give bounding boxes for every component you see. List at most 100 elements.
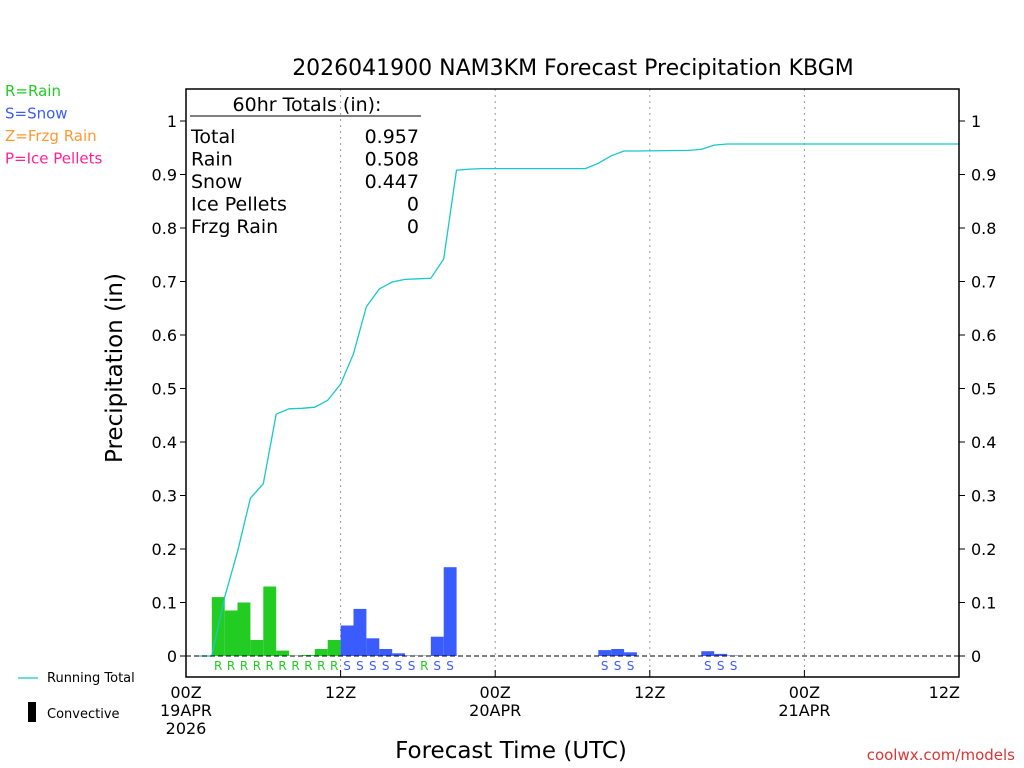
x-tick-label: 20APR xyxy=(469,701,521,720)
ptype-letter-hour-6: R xyxy=(253,659,261,673)
bar-hour-4 xyxy=(224,610,238,656)
ptype-letter-hour-13: S xyxy=(343,659,351,673)
y-axis-title: Precipitation (in) xyxy=(102,273,128,463)
ptype-letter-hour-35: S xyxy=(627,659,635,673)
ptype-letter-hour-7: R xyxy=(266,659,274,673)
running-total-legend-label: Running Total xyxy=(47,671,135,686)
y-tick-label-left: 0.7 xyxy=(152,273,177,292)
ptype-letter-hour-4: R xyxy=(227,659,235,673)
y-tick-label-left: 0.4 xyxy=(152,433,177,452)
legend-key-rain: R=Rain xyxy=(5,82,61,100)
ptype-letter-hour-14: S xyxy=(356,659,364,673)
bar-hour-9 xyxy=(289,655,302,656)
ptype-letter-hour-9: R xyxy=(291,659,299,673)
ptype-letter-hour-33: S xyxy=(601,659,609,673)
totals-value: 0 xyxy=(407,216,419,238)
totals-label: Total xyxy=(190,126,235,148)
bar-hour-12 xyxy=(327,640,341,657)
totals-heading: 60hr Totals (in): xyxy=(233,94,382,116)
bar-hour-21 xyxy=(443,567,457,656)
precipitation-bars xyxy=(211,567,740,657)
x-tick-label: 00Z xyxy=(480,683,511,702)
bar-hour-6 xyxy=(250,640,264,657)
ptype-letter-hour-41: S xyxy=(704,659,712,673)
y-axis-left: 0 0.1 0.2 0.3 0.4 0.5 0.6 0.7 0.8 0.9 1 xyxy=(152,112,186,666)
bar-hour-19 xyxy=(417,655,431,656)
bar-hour-10 xyxy=(301,654,315,656)
y-tick-label-left: 0 xyxy=(167,647,177,666)
y-tick-label-right: 0.9 xyxy=(971,166,996,185)
convective-legend-label: Convective xyxy=(47,707,120,722)
bar-hour-11 xyxy=(314,649,328,656)
ptype-letter-hour-21: S xyxy=(446,659,454,673)
ptype-letter-hour-20: S xyxy=(433,659,441,673)
x-tick-label: 21APR xyxy=(778,701,830,720)
ptype-letter-hour-15: S xyxy=(369,659,377,673)
totals-value: 0.508 xyxy=(365,149,419,171)
chart-title: 2026041900 NAM3KM Forecast Precipitation… xyxy=(292,56,854,81)
convective-legend-swatch xyxy=(28,702,36,722)
x-tick-label: 00Z xyxy=(170,683,201,702)
y-tick-label-left: 0.8 xyxy=(152,219,177,238)
totals-value: 0.957 xyxy=(365,126,419,148)
x-axis-title: Forecast Time (UTC) xyxy=(395,738,627,764)
totals-value: 0.447 xyxy=(365,171,419,193)
ptype-letter-hour-11: R xyxy=(317,659,325,673)
y-tick-label-left: 0.6 xyxy=(152,326,177,345)
legend-key-ice-pellets: P=Ice Pellets xyxy=(5,150,102,168)
ptype-letter-hour-12: R xyxy=(330,659,338,673)
y-tick-label-right: 0.4 xyxy=(971,433,996,452)
ptype-letter-hour-5: R xyxy=(240,659,248,673)
ptype-letter-hour-42: S xyxy=(717,659,725,673)
y-tick-label-right: 0.8 xyxy=(971,219,996,238)
x-tick-label: 2026 xyxy=(166,719,207,738)
y-tick-label-right: 0.7 xyxy=(971,273,996,292)
y-tick-label-left: 0.1 xyxy=(152,594,177,613)
y-tick-label-right: 0.2 xyxy=(971,540,996,559)
totals-label: Rain xyxy=(191,149,233,171)
x-tick-label: 12Z xyxy=(325,683,356,702)
bar-hour-16 xyxy=(379,649,393,656)
bar-hour-33 xyxy=(598,650,612,656)
totals-value: 0 xyxy=(407,194,419,216)
bar-hour-41 xyxy=(701,651,715,656)
y-tick-label-right: 0.6 xyxy=(971,326,996,345)
totals-label: Frzg Rain xyxy=(191,216,278,238)
bar-hour-15 xyxy=(366,638,380,656)
ptype-letter-hour-16: S xyxy=(382,659,390,673)
y-axis-right: 0 0.1 0.2 0.3 0.4 0.5 0.6 0.7 0.8 0.9 1 xyxy=(959,112,996,666)
ptype-letter-hour-8: R xyxy=(278,659,286,673)
y-tick-label-right: 0.3 xyxy=(971,487,996,506)
watermark: coolwx.com/models xyxy=(867,746,1015,764)
totals-box: 60hr Totals (in): Total 0.957 Rain 0.508 Sno… xyxy=(190,94,421,238)
ptype-letter-hour-3: R xyxy=(214,659,222,673)
bar-hour-14 xyxy=(353,608,367,656)
running-total-line xyxy=(198,143,959,657)
totals-label: Ice Pellets xyxy=(191,194,287,216)
x-tick-label: 19APR xyxy=(160,701,212,720)
totals-label: Snow xyxy=(191,171,242,193)
x-tick-label: 12Z xyxy=(634,683,665,702)
y-tick-label-right: 1 xyxy=(971,112,981,131)
bar-hour-13 xyxy=(340,625,354,656)
y-tick-label-left: 0.9 xyxy=(152,166,177,185)
y-tick-label-left: 0.5 xyxy=(152,380,177,399)
ptype-letter-hour-43: S xyxy=(730,659,738,673)
bar-hour-17 xyxy=(392,653,405,656)
ptype-letter-hour-10: R xyxy=(304,659,312,673)
y-tick-label-left: 0.2 xyxy=(152,540,177,559)
y-tick-label-right: 0 xyxy=(971,647,981,666)
y-tick-label-left: 1 xyxy=(167,112,177,131)
bar-hour-42 xyxy=(714,653,728,656)
legend-key-snow: S=Snow xyxy=(5,105,68,123)
bar-hour-5 xyxy=(237,602,251,656)
y-tick-label-left: 0.3 xyxy=(152,487,177,506)
ptype-letter-hour-17: S xyxy=(395,659,403,673)
precip-type-legend: R=Rain S=Snow Z=Frzg Rain P=Ice Pellets xyxy=(5,82,102,168)
bar-hour-35 xyxy=(624,652,637,656)
ptype-letter-hour-18: S xyxy=(408,659,416,673)
y-tick-label-right: 0.1 xyxy=(971,594,996,613)
